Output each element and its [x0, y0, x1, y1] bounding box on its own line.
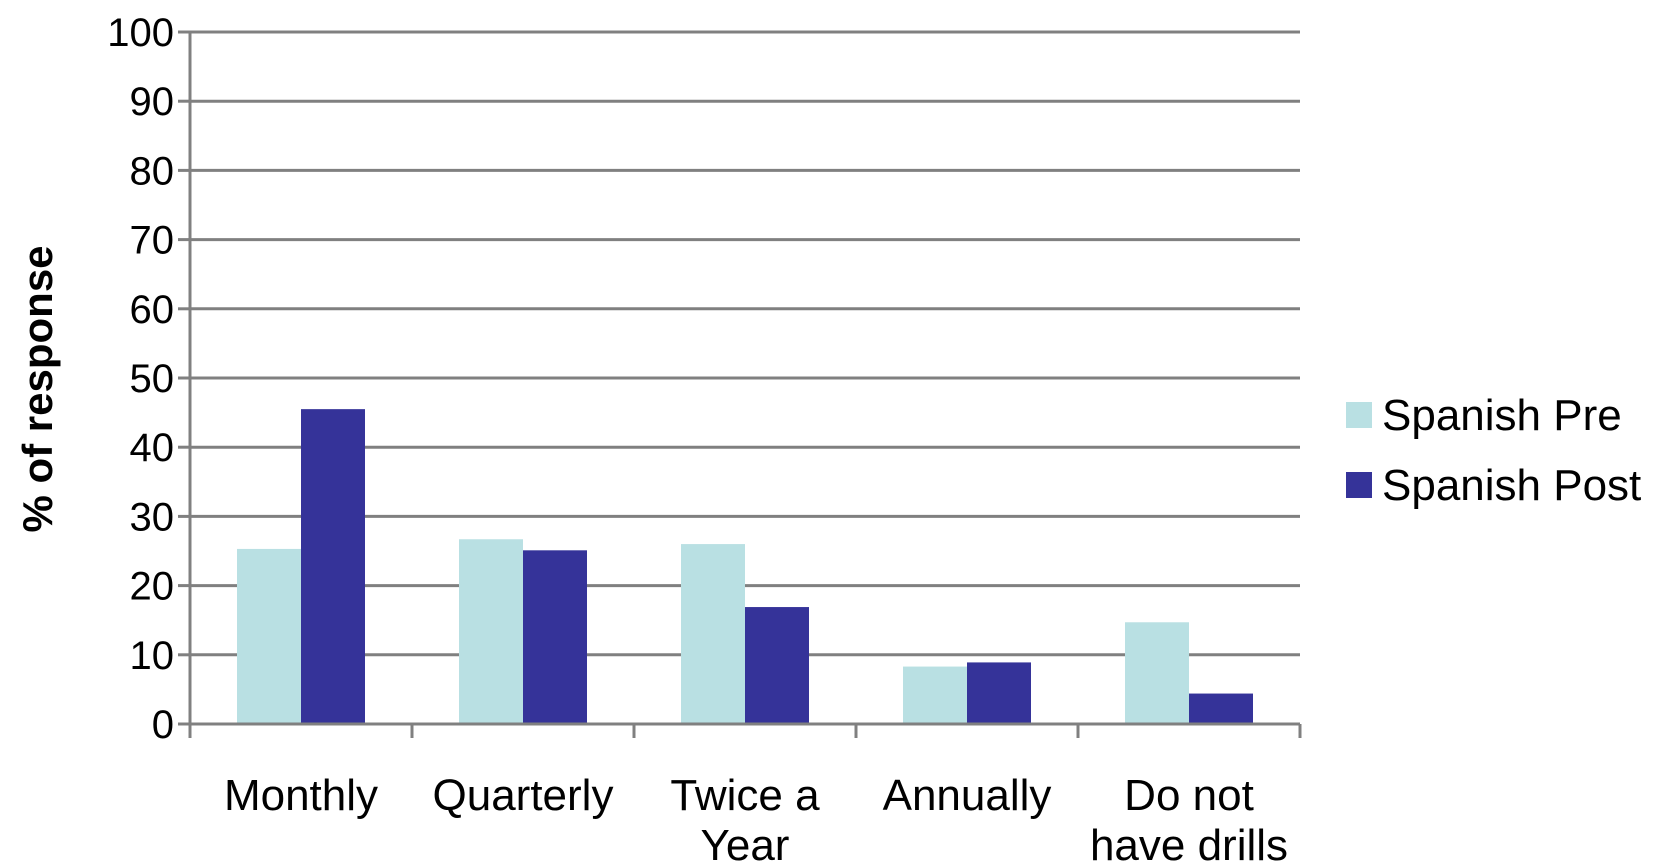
bar-spanish-post — [745, 607, 809, 724]
bar-spanish-pre — [681, 544, 745, 724]
y-tick-label: 20 — [130, 565, 175, 609]
y-tick-label: 0 — [152, 703, 174, 747]
y-tick-label: 90 — [130, 80, 175, 124]
x-category-label: Year — [701, 821, 790, 867]
x-category-label: Do not — [1124, 771, 1254, 820]
bar-spanish-pre — [237, 548, 301, 724]
axes — [188, 32, 1302, 738]
y-axis-title: % of response — [14, 245, 61, 532]
x-category-label: have drills — [1090, 821, 1288, 867]
bar-spanish-post — [1189, 693, 1253, 724]
legend-swatch — [1346, 402, 1372, 428]
y-tick-label: 100 — [107, 11, 174, 55]
y-tick-label: 80 — [130, 149, 175, 193]
y-tick-labels: 0 10 20 30 40 50 60 70 80 90 100 — [107, 11, 174, 747]
y-tick-label: 50 — [130, 357, 175, 401]
y-tick-label: 40 — [130, 426, 175, 470]
x-category-label: Annually — [883, 771, 1052, 820]
gridlines — [178, 30, 1300, 726]
bars — [237, 409, 1253, 724]
bar-spanish-pre — [903, 666, 967, 724]
bar-spanish-pre — [459, 539, 523, 724]
bar-spanish-post — [301, 409, 365, 724]
y-tick-label: 70 — [130, 219, 175, 263]
legend-label: Spanish Pre — [1382, 391, 1622, 440]
x-category-label: Quarterly — [433, 771, 614, 820]
legend: Spanish Pre Spanish Post — [1346, 391, 1641, 510]
legend-label: Spanish Post — [1382, 461, 1641, 510]
bar-spanish-post — [967, 662, 1031, 724]
y-tick-label: 30 — [130, 495, 175, 539]
bar-spanish-post — [523, 550, 587, 724]
legend-swatch — [1346, 472, 1372, 498]
y-tick-label: 10 — [130, 634, 175, 678]
x-category-label: Monthly — [224, 771, 378, 820]
y-tick-label: 60 — [130, 288, 175, 332]
bar-spanish-pre — [1125, 622, 1189, 724]
x-category-label: Twice a — [670, 771, 820, 820]
